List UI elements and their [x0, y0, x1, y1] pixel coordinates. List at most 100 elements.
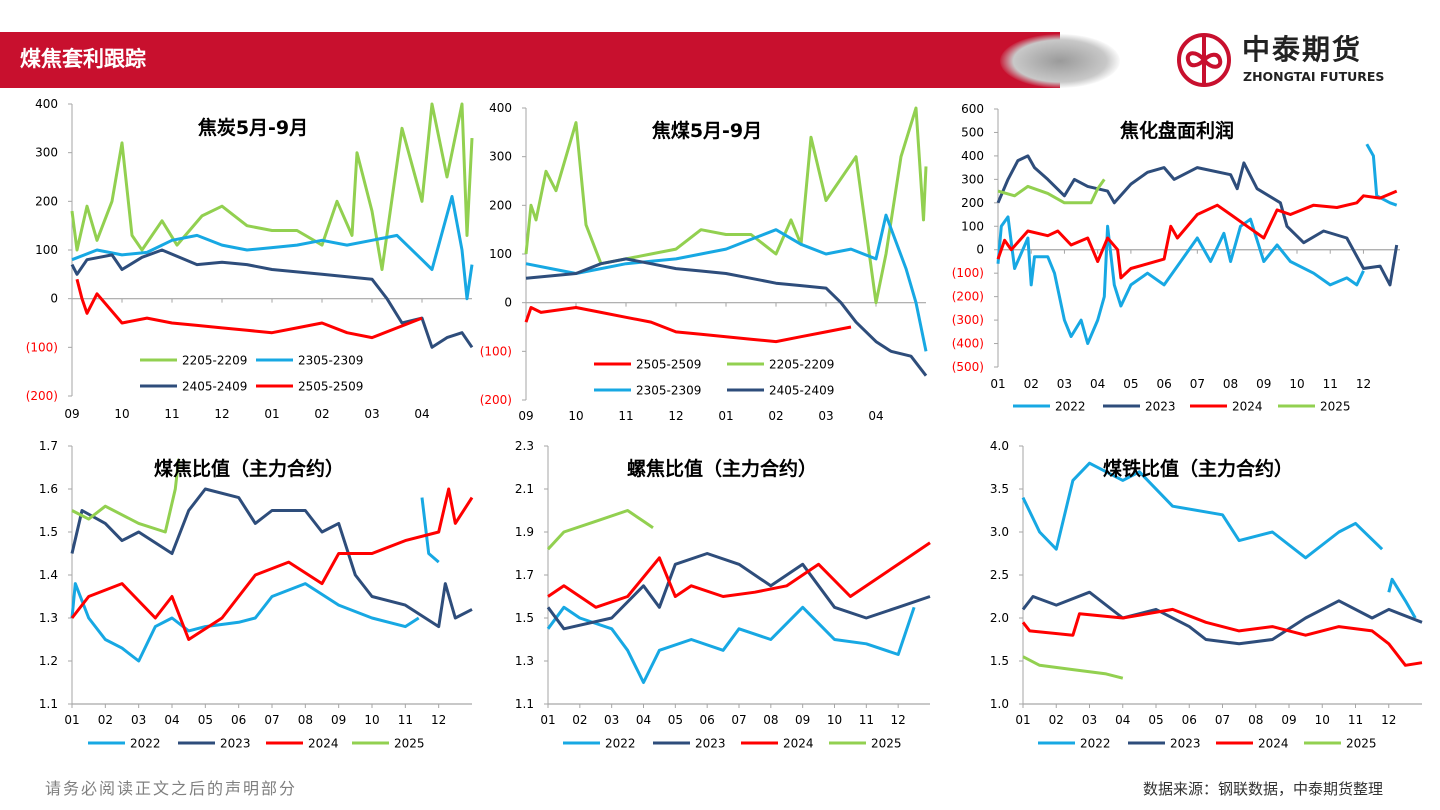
- legend-label: 2505-2509: [298, 380, 363, 394]
- x-tick-label: 12: [214, 407, 229, 421]
- x-tick-label: 05: [668, 713, 683, 727]
- series-line-2024: [996, 189, 1398, 280]
- y-tick-label: 1.7: [515, 568, 534, 582]
- x-tick-label: 02: [768, 409, 783, 423]
- chart-title: 焦炭5月-9月: [197, 116, 308, 139]
- legend-label: 2205-2209: [769, 358, 834, 372]
- y-tick-label: (200): [26, 389, 58, 403]
- legend-item: 2023: [1103, 400, 1176, 414]
- chart-1: (200) (100) 0 100 200 300 400 09 10 11 12 01 02 03 04 焦…: [26, 97, 474, 421]
- x-tick-label: 02: [98, 713, 113, 727]
- legend-item: 2405-2409: [727, 384, 834, 398]
- x-tick-label: 10: [1315, 713, 1330, 727]
- y-tick-label: 0: [50, 292, 58, 306]
- y-tick-label: 400: [961, 149, 984, 163]
- legend-label: 2024: [1232, 400, 1263, 414]
- y-tick-label: 1.2: [39, 654, 58, 668]
- legend-label: 2405-2409: [182, 380, 247, 394]
- series-line-2205-2209: [70, 102, 474, 271]
- y-tick-label: (200): [952, 290, 984, 304]
- x-tick-label: 03: [818, 409, 833, 423]
- legend-label: 2305-2309: [636, 384, 701, 398]
- x-tick-label: 11: [164, 407, 179, 421]
- x-tick-label: 05: [198, 713, 213, 727]
- legend-item: 2505-2509: [256, 380, 363, 394]
- zhongtai-logo-icon: [1177, 33, 1231, 87]
- legend-label: 2025: [394, 737, 425, 751]
- y-tick-label: 1.9: [515, 525, 534, 539]
- legend-label: 2023: [220, 737, 251, 751]
- y-tick-label: 100: [489, 247, 512, 261]
- legend-item: 2023: [178, 737, 251, 751]
- y-tick-label: 100: [961, 219, 984, 233]
- chart-title: 焦煤5月-9月: [651, 119, 762, 142]
- x-tick-label: 10: [568, 409, 583, 423]
- legend-label: 2205-2209: [182, 354, 247, 368]
- chart-title: 螺焦比值（主力合约）: [627, 457, 817, 480]
- x-tick-label: 10: [364, 713, 379, 727]
- y-tick-label: 2.0: [990, 611, 1009, 625]
- x-tick-label: 07: [1215, 713, 1230, 727]
- x-tick-label: 11: [618, 409, 633, 423]
- x-tick-label: 08: [298, 713, 313, 727]
- x-tick-label: 07: [264, 713, 279, 727]
- x-tick-label: 06: [231, 713, 246, 727]
- legend-item: 2025: [1304, 737, 1377, 751]
- legend-label: 2024: [308, 737, 339, 751]
- legend-label: 2023: [695, 737, 726, 751]
- legend-label: 2305-2309: [298, 354, 363, 368]
- y-tick-label: 300: [35, 146, 58, 160]
- legend-label: 2505-2509: [636, 358, 701, 372]
- legend-item: 2024: [1190, 400, 1263, 414]
- y-tick-label: 600: [961, 102, 984, 116]
- y-tick-label: 0: [976, 243, 984, 257]
- legend-item: 2025: [1278, 400, 1351, 414]
- series-line-2405-2409: [525, 257, 928, 377]
- x-tick-label: 01: [718, 409, 733, 423]
- series-line-2023: [1021, 590, 1423, 646]
- y-tick-label: 300: [961, 172, 984, 186]
- y-tick-label: (400): [952, 337, 984, 351]
- x-tick-label: 05: [1123, 377, 1138, 391]
- legend-item: 2022: [1013, 400, 1086, 414]
- legend-item: 2305-2309: [594, 384, 701, 398]
- logo-text-en: ZHONGTAI FUTURES: [1243, 69, 1385, 84]
- legend-label: 2025: [871, 737, 902, 751]
- legend-label: 2023: [1145, 400, 1176, 414]
- legend-label: 2024: [1258, 737, 1289, 751]
- legend-item: 2024: [1216, 737, 1289, 751]
- x-tick-label: 11: [398, 713, 413, 727]
- legend-label: 2024: [783, 737, 814, 751]
- disclaimer-text: 请务必阅读正文之后的声明部分: [45, 779, 298, 798]
- header-bar: [0, 32, 1060, 88]
- x-tick-label: 01: [540, 713, 555, 727]
- x-tick-label: 10: [114, 407, 129, 421]
- chart-title: 煤焦比值（主力合约）: [154, 457, 344, 480]
- y-tick-label: 300: [489, 150, 512, 164]
- x-tick-label: 09: [1256, 377, 1271, 391]
- y-tick-label: 1.0: [990, 697, 1009, 711]
- y-tick-label: 1.5: [39, 525, 58, 539]
- legend-item: 2025: [352, 737, 425, 751]
- legend-item: 2505-2509: [594, 358, 701, 372]
- x-tick-label: 02: [314, 407, 329, 421]
- x-tick-label: 09: [64, 407, 79, 421]
- x-tick-label: 12: [1356, 377, 1371, 391]
- x-tick-label: 01: [264, 407, 279, 421]
- legend-item: 2022: [1038, 737, 1111, 751]
- legend-item: 2205-2209: [727, 358, 834, 372]
- legend-item: 2405-2409: [140, 380, 247, 394]
- chart-2: (200) (100) 0 100 200 300 400 09 10 11 12 01 02 03 04 焦…: [480, 101, 928, 423]
- x-tick-label: 01: [64, 713, 79, 727]
- x-tick-label: 03: [604, 713, 619, 727]
- y-tick-label: 200: [489, 198, 512, 212]
- legend-item: 2025: [829, 737, 902, 751]
- series-line-2024: [70, 487, 474, 641]
- series-line-2022: [996, 215, 1365, 345]
- series-line-2022: [420, 497, 440, 564]
- series-line-2505-2509: [524, 306, 852, 344]
- y-tick-label: 200: [35, 194, 58, 208]
- x-tick-label: 02: [1049, 713, 1064, 727]
- x-tick-label: 10: [1289, 377, 1304, 391]
